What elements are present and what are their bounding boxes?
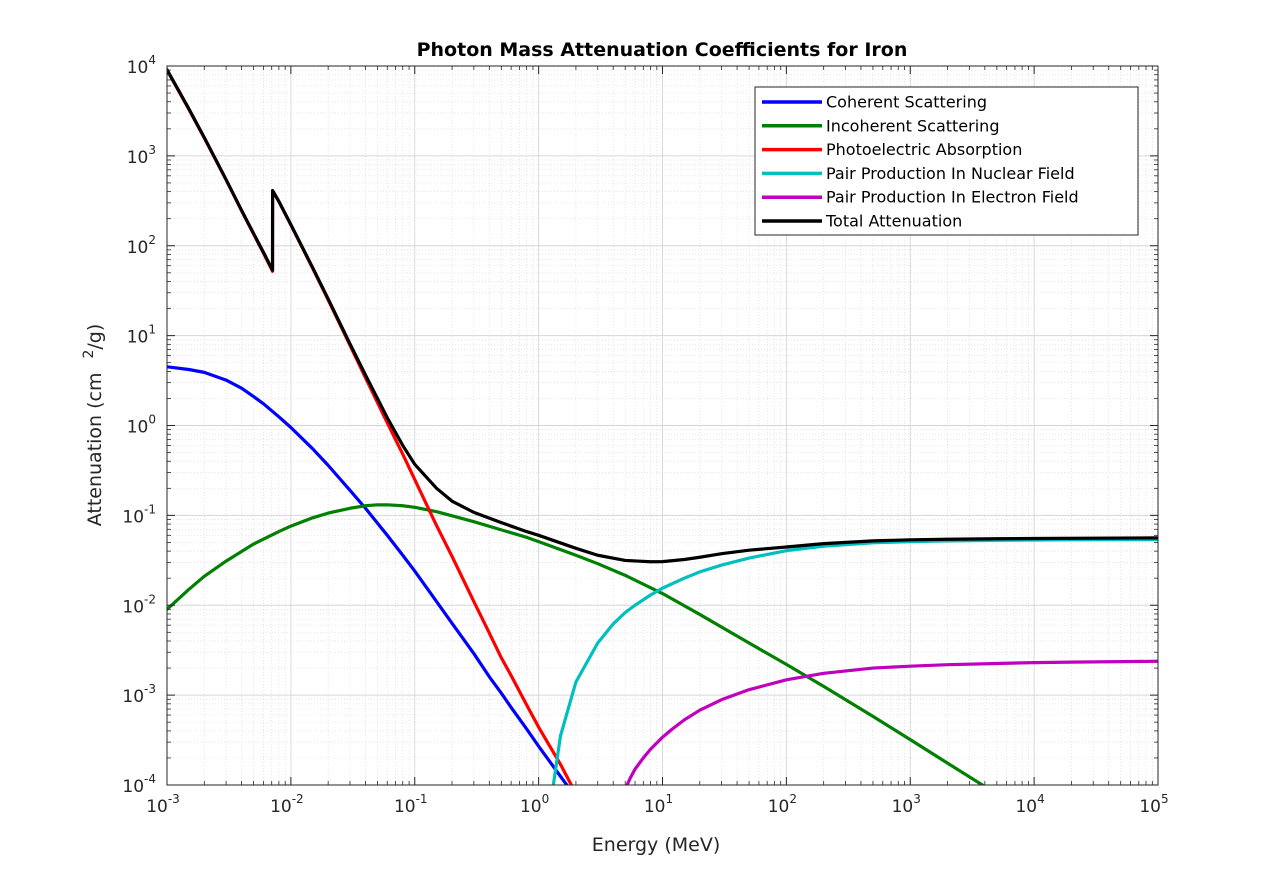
x-tick-label: 100 [520, 792, 549, 817]
x-tick-base: 10 [270, 797, 292, 817]
legend: Coherent Scattering Incoherent Scattering… [754, 86, 1139, 236]
x-tick-base: 10 [146, 797, 168, 817]
x-tick-exponent: 0 [542, 792, 550, 806]
series-layer [167, 68, 1158, 785]
x-tick-exponent: 1 [666, 792, 674, 806]
y-tick-base: 10 [127, 328, 149, 348]
y-axis-label-sup: 2 [81, 350, 97, 359]
x-tick-label: 101 [644, 792, 673, 817]
x-tick-base: 10 [892, 797, 914, 817]
y-tick-label: 101 [127, 323, 156, 348]
legend-box [754, 86, 1139, 236]
x-tick-base: 10 [1015, 797, 1037, 817]
y-tick-label: 10-2 [122, 592, 156, 617]
y-tick-label: 103 [127, 143, 156, 168]
x-tick-label: 102 [768, 792, 797, 817]
y-tick-exponent: -3 [144, 682, 156, 696]
series-line-incoherent-scattering [167, 503, 986, 785]
x-tick-label: 104 [1015, 792, 1044, 817]
legend-label-incoherent-scattering: Incoherent Scattering [826, 116, 999, 135]
legend-label-total-attenuation: Total Attenuation [825, 212, 962, 231]
y-axis-label-main: Attenuation (cm [84, 373, 106, 527]
series-line-pair-production-in-electron-field [625, 659, 1158, 785]
y-tick-base: 10 [127, 148, 149, 168]
y-tick-label: 10-4 [122, 772, 156, 797]
x-tick-base: 10 [520, 797, 542, 817]
x-tick-label: 103 [892, 792, 921, 817]
y-tick-base: 10 [127, 418, 149, 438]
y-tick-base: 10 [122, 507, 144, 527]
y-tick-exponent: -1 [144, 502, 156, 516]
x-tick-label: 105 [1139, 792, 1168, 817]
y-tick-label: 100 [127, 413, 156, 438]
x-tick-label: 10-2 [270, 792, 304, 817]
y-tick-label: 10-3 [122, 682, 156, 707]
x-tick-exponent: -1 [416, 792, 428, 806]
y-tick-label: 10-1 [122, 502, 156, 527]
legend-label-coherent-scattering: Coherent Scattering [826, 93, 987, 112]
x-tick-exponent: 3 [913, 792, 921, 806]
legend-label-pair-production-in-nuclear-field: Pair Production In Nuclear Field [826, 164, 1075, 183]
x-tick-exponent: 5 [1161, 792, 1169, 806]
x-tick-exponent: 4 [1037, 792, 1045, 806]
x-tick-base: 10 [768, 797, 790, 817]
y-axis-label-tail: /g) [84, 324, 106, 350]
y-tick-exponent: 1 [148, 323, 156, 337]
x-tick-labels: 10-3 10-2 10-1 100 101 102 103 104 105 [146, 792, 1168, 817]
y-tick-exponent: -4 [144, 772, 156, 786]
x-tick-exponent: -2 [292, 792, 304, 806]
x-tick-label: 10-1 [394, 792, 428, 817]
x-tick-base: 10 [644, 797, 666, 817]
y-tick-exponent: 4 [148, 53, 156, 67]
x-tick-label: 10-3 [146, 792, 180, 817]
x-tick-base: 10 [1139, 797, 1161, 817]
svg-text:Attenuation (cm2/g): Attenuation (cm 2/g) [81, 324, 106, 527]
series-line-coherent-scattering [167, 365, 569, 785]
y-tick-exponent: -2 [144, 592, 156, 606]
x-tick-exponent: -3 [168, 792, 180, 806]
y-tick-label: 102 [127, 233, 156, 258]
y-tick-base: 10 [122, 687, 144, 707]
y-axis-label: Attenuation (cm 2/g) [81, 324, 106, 527]
legend-label-photoelectric-absorption: Photoelectric Absorption [826, 140, 1022, 159]
legend-label-pair-production-in-electron-field: Pair Production In Electron Field [826, 188, 1079, 207]
x-tick-exponent: 2 [789, 792, 797, 806]
y-tick-base: 10 [122, 777, 144, 797]
y-tick-label: 104 [127, 53, 156, 78]
y-tick-base: 10 [122, 597, 144, 617]
x-axis-label: Energy (MeV) [592, 834, 720, 856]
y-tick-base: 10 [127, 238, 149, 258]
y-tick-exponent: 0 [148, 413, 156, 427]
y-tick-exponent: 3 [148, 143, 156, 157]
y-tick-base: 10 [127, 58, 149, 78]
tick-marks [166, 65, 1159, 786]
chart-title: Photon Mass Attenuation Coefficients for… [417, 39, 908, 61]
x-tick-base: 10 [394, 797, 416, 817]
y-tick-exponent: 2 [148, 233, 156, 247]
series-line-total-attenuation [167, 68, 1158, 564]
